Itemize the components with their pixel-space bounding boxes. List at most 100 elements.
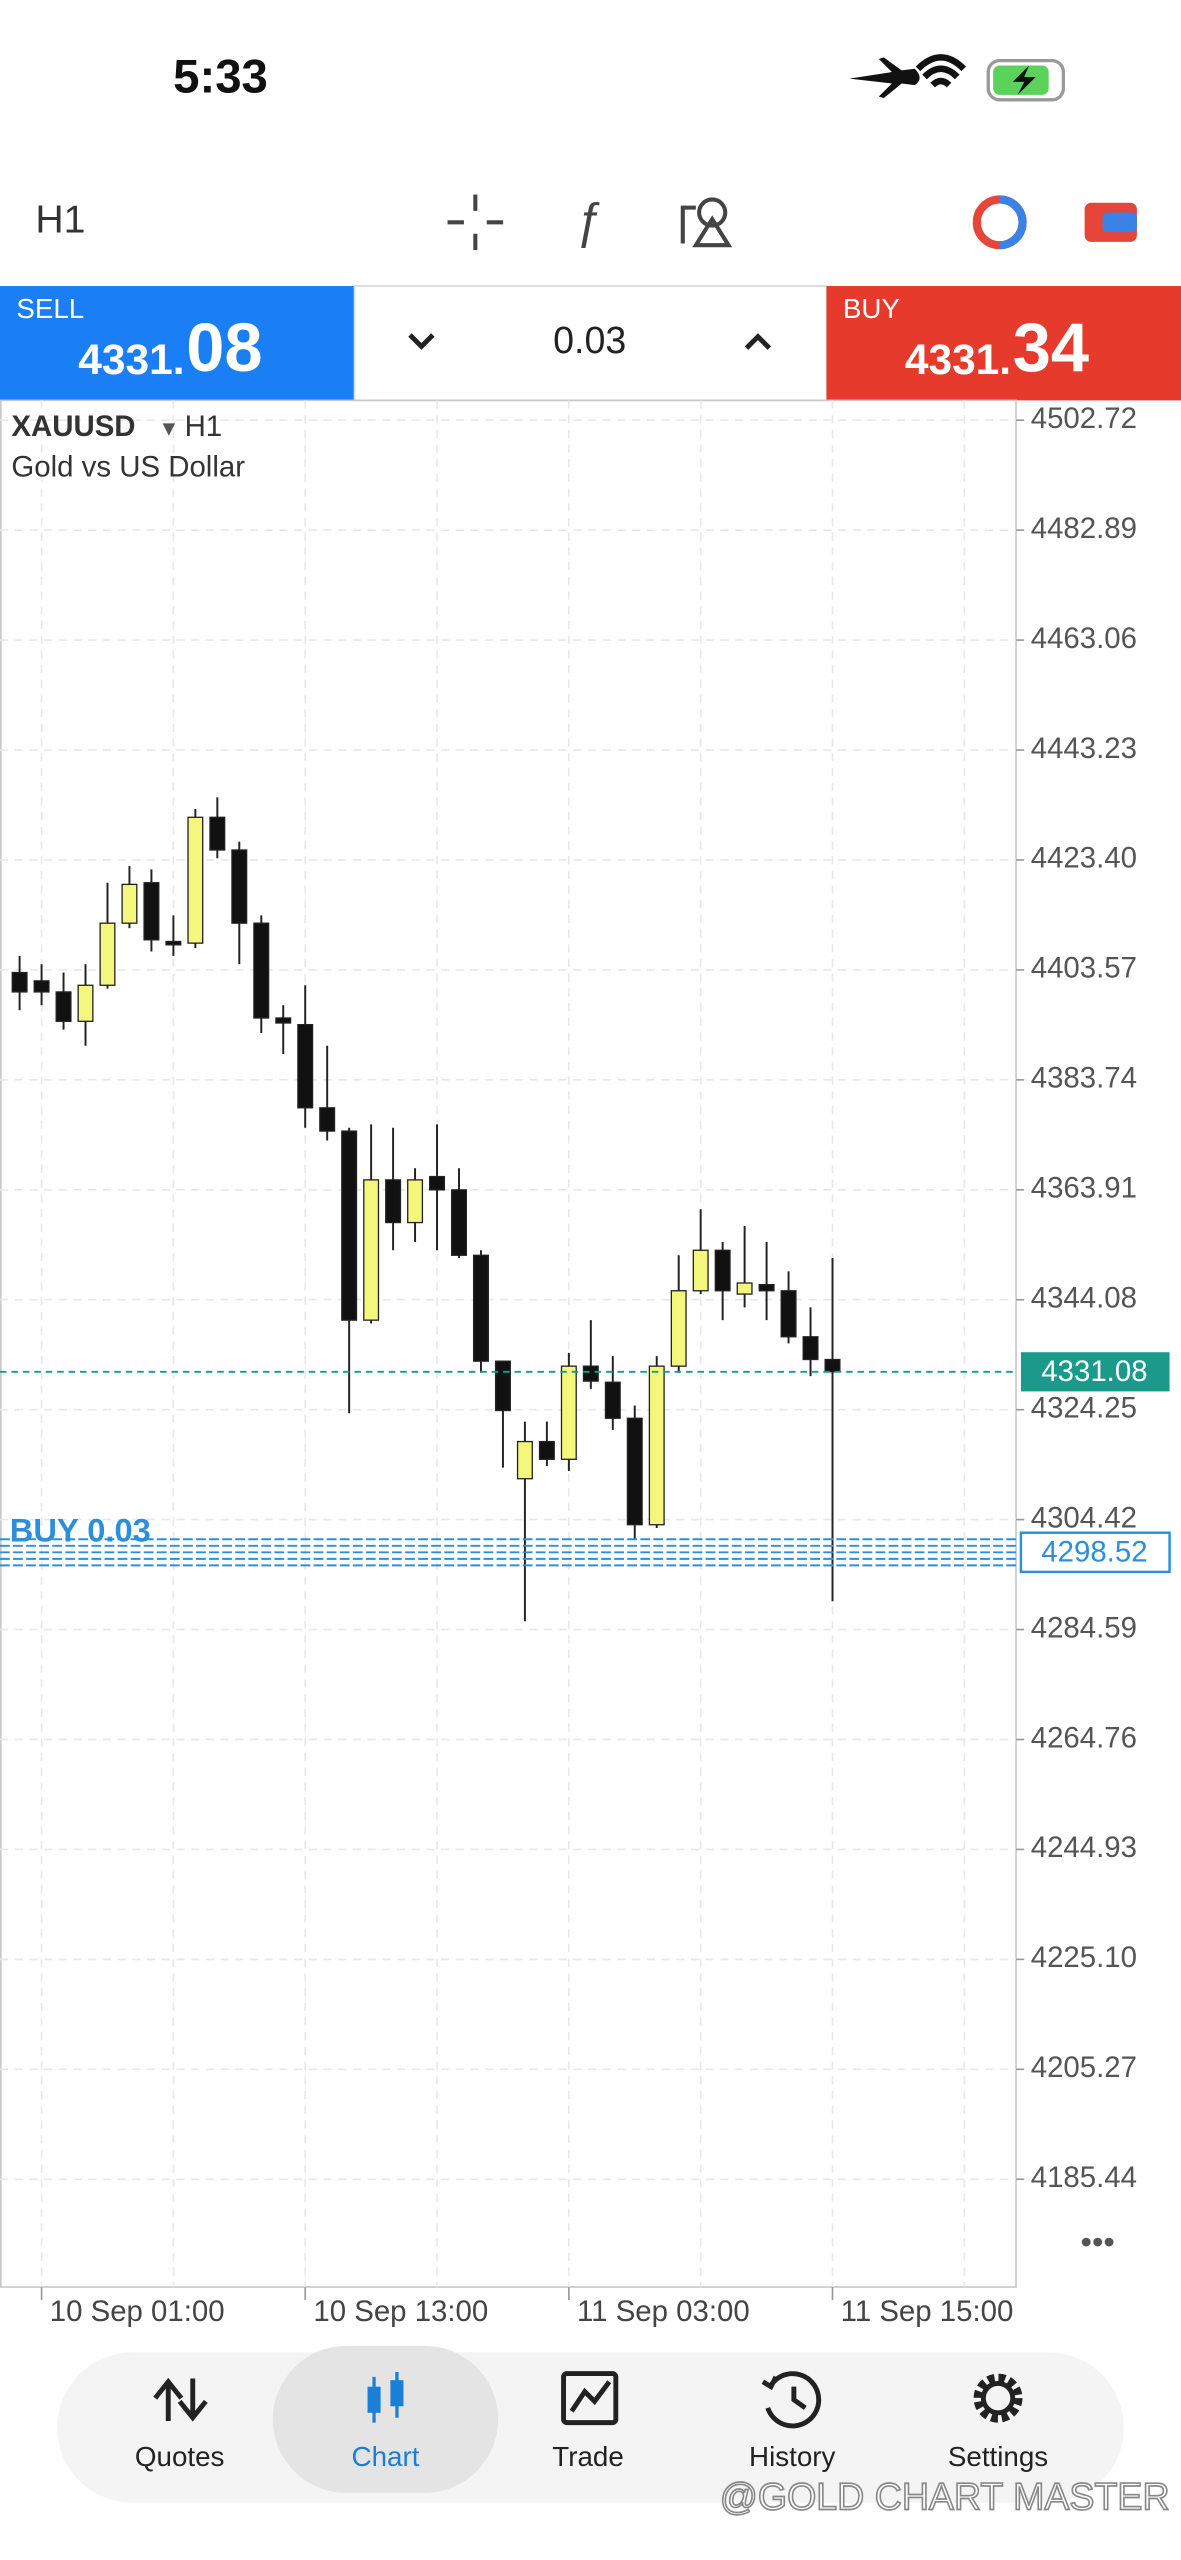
candle-body [121,883,138,924]
chart-symbol: XAUUSD [11,410,135,443]
buy-price-big: 34 [1013,309,1089,386]
trade-nav-icon[interactable] [561,2371,619,2426]
buy-label: BUY [843,293,900,324]
history-icon[interactable] [761,2371,822,2429]
objects-icon[interactable] [680,197,733,248]
volume-down[interactable] [408,333,435,350]
candle-body [385,1179,402,1224]
buy-button[interactable] [826,286,1181,401]
settings-icon[interactable] [973,2373,1023,2423]
price-box [1020,1352,1170,1392]
candle-body [209,816,226,851]
y-tick-label: 4423.40 [1031,842,1137,875]
candle-body [604,1381,621,1419]
candle-body [494,1360,511,1412]
volume-up[interactable] [744,333,772,350]
y-tick-label: 4383.74 [1031,1062,1137,1095]
y-tick-label: 4463.06 [1031,622,1137,655]
candle-body [780,1290,797,1338]
candle-body [407,1179,424,1224]
chart-icon[interactable] [367,2371,404,2423]
x-tick-label: 10 Sep 01:00 [50,2295,225,2328]
wifi-icon [915,54,967,88]
candle-body [692,1249,709,1292]
candle-body [429,1175,446,1191]
nav-selected [272,2345,499,2493]
candle-body [165,940,182,946]
chart: 10 Sep 01:00 10 Sep 13:00 11 Sep 03:00 11 S… [0,400,1171,2328]
y-tick-label: 4344.08 [1031,1282,1137,1315]
candle-body [451,1189,468,1256]
y-tick-label: 4185.44 [1031,2161,1137,2194]
more-button[interactable]: ••• [1081,2223,1115,2260]
candle-body [582,1365,599,1382]
price-box-label: 4331.08 [1041,1355,1147,1388]
candle-body [297,1023,314,1109]
y-tick-label: 4284.59 [1031,1611,1137,1644]
sell-price-main: 4331. [78,336,184,383]
crosshair-icon[interactable] [447,194,504,251]
y-tick-label: 4482.89 [1031,512,1137,545]
nav-settings[interactable]: Settings [948,2441,1048,2472]
quotes-icon[interactable] [153,2377,208,2422]
candle-body [55,991,72,1022]
candle-body [560,1365,577,1460]
sell-button[interactable] [0,286,355,401]
price-box-label: 4298.52 [1041,1536,1147,1569]
buy-price-main: 4331. [905,336,1011,383]
y-tick-label: 4403.57 [1031,952,1137,985]
price-box [1019,1531,1171,1574]
candle-body [319,1107,336,1132]
candle-body [99,922,116,986]
candle-body [363,1179,380,1321]
candle-body [253,922,270,1019]
candle-body [231,849,248,924]
candle-body [341,1130,358,1321]
chart-description: Gold vs US Dollar [11,451,245,484]
nav-quotes[interactable]: Quotes [135,2441,224,2472]
symbol-dropdown[interactable]: ▼ [158,417,179,440]
battery-icon [986,58,1066,102]
chart-frame [0,399,1017,2288]
sell-label: SELL [16,293,84,324]
candle-body [187,816,204,944]
nav-trade[interactable]: Trade [552,2441,623,2472]
candle-body [538,1440,555,1460]
y-tick-label: 4443.23 [1031,732,1137,765]
account-icon-inner [1102,212,1137,233]
candle-body [143,882,160,941]
candle-body [516,1440,533,1480]
candle-body [11,971,28,993]
candle-body [77,984,94,1022]
y-tick-label: 4205.27 [1031,2051,1137,2084]
candle-body [275,1017,292,1024]
status-time: 5:33 [173,51,268,104]
volume-box [353,285,828,402]
y-tick-label: 4502.72 [1031,402,1137,435]
candle-body [714,1249,731,1292]
chart-timeframe: H1 [185,410,223,443]
trade-icon-half [999,195,1027,250]
indicators-icon[interactable]: ƒ [574,194,601,248]
y-tick-label: 4244.93 [1031,1831,1137,1864]
y-tick-label: 4264.76 [1031,1721,1137,1754]
candle-body [736,1282,753,1295]
x-tick-label: 10 Sep 13:00 [313,2295,488,2328]
candle-body [824,1358,841,1373]
volume[interactable]: 0.03 [553,319,626,361]
y-tick-label: 4304.42 [1031,1501,1137,1534]
candle-body [33,980,50,993]
sell-price-big: 08 [186,309,262,386]
candle-body [758,1284,775,1292]
toolbar-timeframe[interactable]: H1 [35,199,85,242]
nav-history[interactable]: History [749,2441,835,2472]
x-tick-label: 11 Sep 15:00 [841,2295,1014,2328]
y-tick-label: 4225.10 [1031,1941,1137,1974]
nav-chart[interactable]: Chart [352,2441,420,2472]
candle-body [670,1290,687,1367]
position-label: BUY 0.03 [10,1511,151,1548]
airplane-icon [849,57,920,99]
